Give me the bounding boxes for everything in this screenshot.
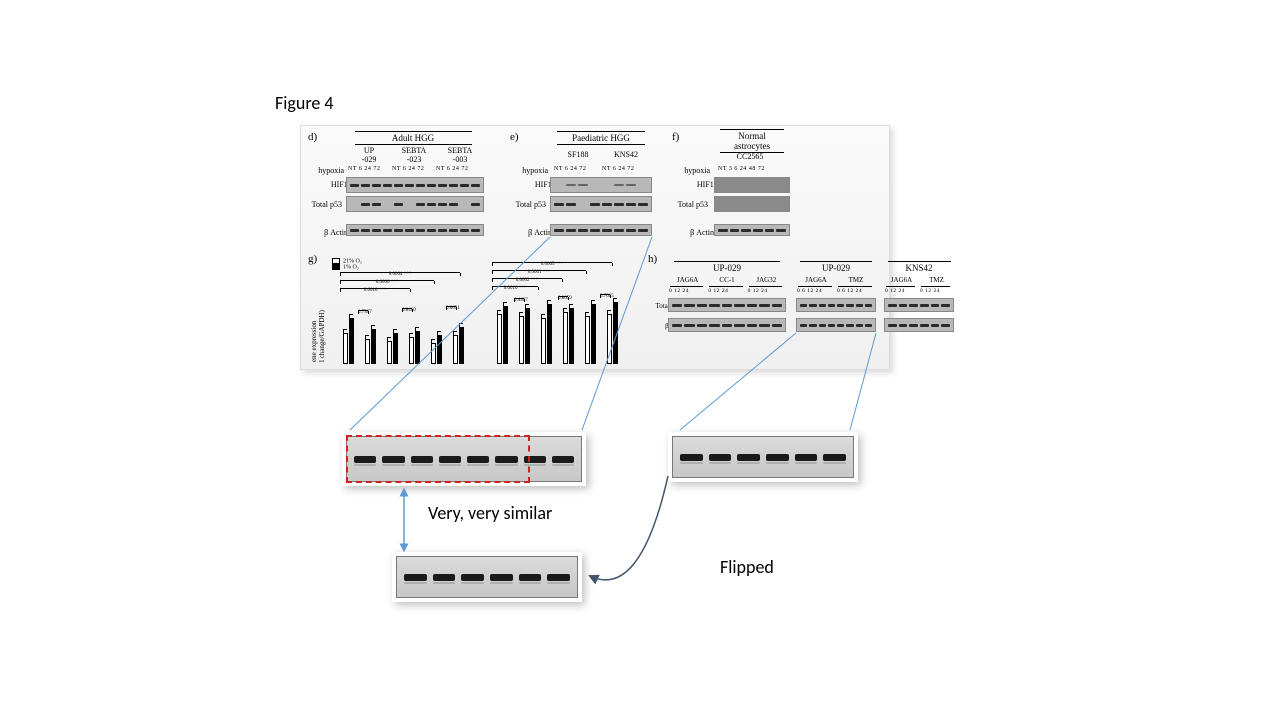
panel-d-rowlabel-3: β Actin (308, 228, 348, 237)
panel-h-group-0-lanes-2: 0 12 24 (748, 288, 768, 294)
panel-e-rowlabel-2: Total p53 (506, 200, 546, 209)
panel-g-bracket-7: 0.0001 *** (492, 270, 586, 275)
panel-f-lanes-0: NT 3 6 24 48 72 (718, 166, 765, 172)
panel-f-header: Normalastrocytes (716, 128, 788, 154)
panel-h-group-2-sub-0: JAG6A (884, 276, 919, 284)
panel-g-bracket-0: 0.0064 *** (340, 272, 460, 277)
panel-h-group-0-sub-1: CC-1 (707, 276, 746, 284)
panel-h-group-1-title: UP-029 (796, 260, 876, 273)
panel-h-letter: h) (648, 253, 657, 265)
figure-title: Figure 4 (275, 92, 334, 114)
panel-g-bracket-9: 0.0010 *** (492, 286, 538, 291)
panel-g-bracket-4: 0.8460 (402, 308, 412, 313)
panel-g-letter: g) (308, 253, 317, 265)
panel-e-blot-1 (550, 196, 652, 212)
panel-d-lanes-1: NT 6 24 72 (392, 166, 424, 172)
panel-h-group-2-sub-1: TMZ (919, 276, 954, 284)
panel-g-bracket-11: 0.8659 (558, 296, 568, 301)
annotation-very-similar: Very, very similar (428, 502, 552, 524)
enlarged-blot-flipped (392, 552, 582, 602)
panel-e-rowlabel-3: β Actin (512, 228, 552, 237)
panel-d-blot-2 (346, 224, 484, 236)
panel-d-cell-2: SEBTA-003 (438, 146, 482, 164)
panel-d-rowlabel-0: hypoxia (304, 166, 344, 175)
panel-h-group-1-sub-0: JAG6A (796, 276, 836, 284)
panel-f-rowlabel-1: HIF1α (678, 180, 718, 189)
panel-h-group-1-lanes-0: 0 6 12 24 (797, 288, 822, 294)
panel-g-bracket-2: 0.0010 *** (340, 288, 410, 293)
panel-e-lanes-0: NT 6 24 72 (554, 166, 586, 172)
panel-h-group-0-blot-0 (668, 298, 786, 312)
panel-h-group-2-blot-0 (884, 298, 954, 312)
panel-h-group-1-blot-0 (796, 298, 876, 312)
panel-g-bracket-1: 0.0066 *** (340, 280, 434, 285)
panel-h-group-2-lanes-0: 0 12 24 (885, 288, 905, 294)
panel-f-rowlabel-3: β Actin (674, 228, 714, 237)
panel-f-letter: f) (672, 131, 679, 143)
panel-f-blot-2 (714, 224, 790, 236)
panel-d-letter: d) (308, 131, 317, 143)
panel-d-lanes-0: NT 6 24 72 (348, 166, 380, 172)
panel-h-group-2-title: KNS42 (884, 260, 954, 273)
panel-g-bracket-10: 0.4407 (514, 298, 524, 303)
panel-f-rowlabel-0: hypoxia (670, 166, 710, 175)
panel-d-cell-1: SEBTA-023 (392, 146, 436, 164)
panel-d-blot-0 (346, 177, 484, 193)
panel-d-header: Adult HGG (348, 130, 478, 146)
panel-f-blot-0 (714, 177, 790, 193)
annotation-flipped: Flipped (720, 556, 774, 578)
enlarged-blot-h-beta-actin (668, 432, 858, 482)
panel-e-lanes-1: NT 6 24 72 (602, 166, 634, 172)
panel-h-group-0-sub-0: JAG6A (668, 276, 707, 284)
panel-h-group-0-blot-1 (668, 318, 786, 332)
panel-d-lanes-2: NT 6 24 72 (436, 166, 468, 172)
panel-e-cell-0: SF188 (556, 150, 600, 159)
panel-h-group-2-blot-1 (884, 318, 954, 332)
panel-e-rowlabel-0: hypoxia (508, 166, 548, 175)
panel-h-group-0-lanes-0: 0 12 24 (669, 288, 689, 294)
panel-d-blot-1 (346, 196, 484, 212)
panel-h-group-1-lanes-1: 0 6 12 24 (837, 288, 862, 294)
panel-g-bracket-12: 0.7085 (600, 294, 610, 299)
panel-d-rowlabel-2: Total p53 (302, 200, 342, 209)
panel-f-rowlabel-2: Total p53 (668, 200, 708, 209)
panel-f-cell-0: CC2565 (722, 152, 778, 161)
panel-e-cell-1: KNS42 (604, 150, 648, 159)
panel-e-blot-2 (550, 224, 652, 236)
panel-h-group-0-sub-2: JAG32 (747, 276, 786, 284)
panel-g-yaxis-label: ene expressionl change/GAPDH) (310, 310, 326, 362)
panel-f-blot-1 (714, 196, 790, 212)
panel-h-group-0-lanes-1: 0 12 24 (708, 288, 728, 294)
panel-h-group-0-title: UP-029 (668, 260, 786, 273)
panel-g-bracket-3: 0.7307 (358, 310, 368, 315)
panel-g-bracket-8: 0.0002 *** (492, 278, 562, 283)
panel-e-blot-0 (550, 177, 652, 193)
panel-h-group-2-lanes-1: 0 12 24 (920, 288, 940, 294)
panel-g-bracket-6: 0.0065 *** (492, 262, 612, 267)
panel-e-header: Paediatric HGG (552, 130, 650, 146)
panel-d-cell-0: UP-029 (350, 146, 388, 164)
panel-h-group-1-blot-1 (796, 318, 876, 332)
panel-g-bracket-5: 0.6691 (446, 306, 456, 311)
red-dashed-highlight (346, 435, 530, 483)
panel-e-letter: e) (510, 131, 519, 143)
panel-h-group-1-sub-1: TMZ (836, 276, 876, 284)
